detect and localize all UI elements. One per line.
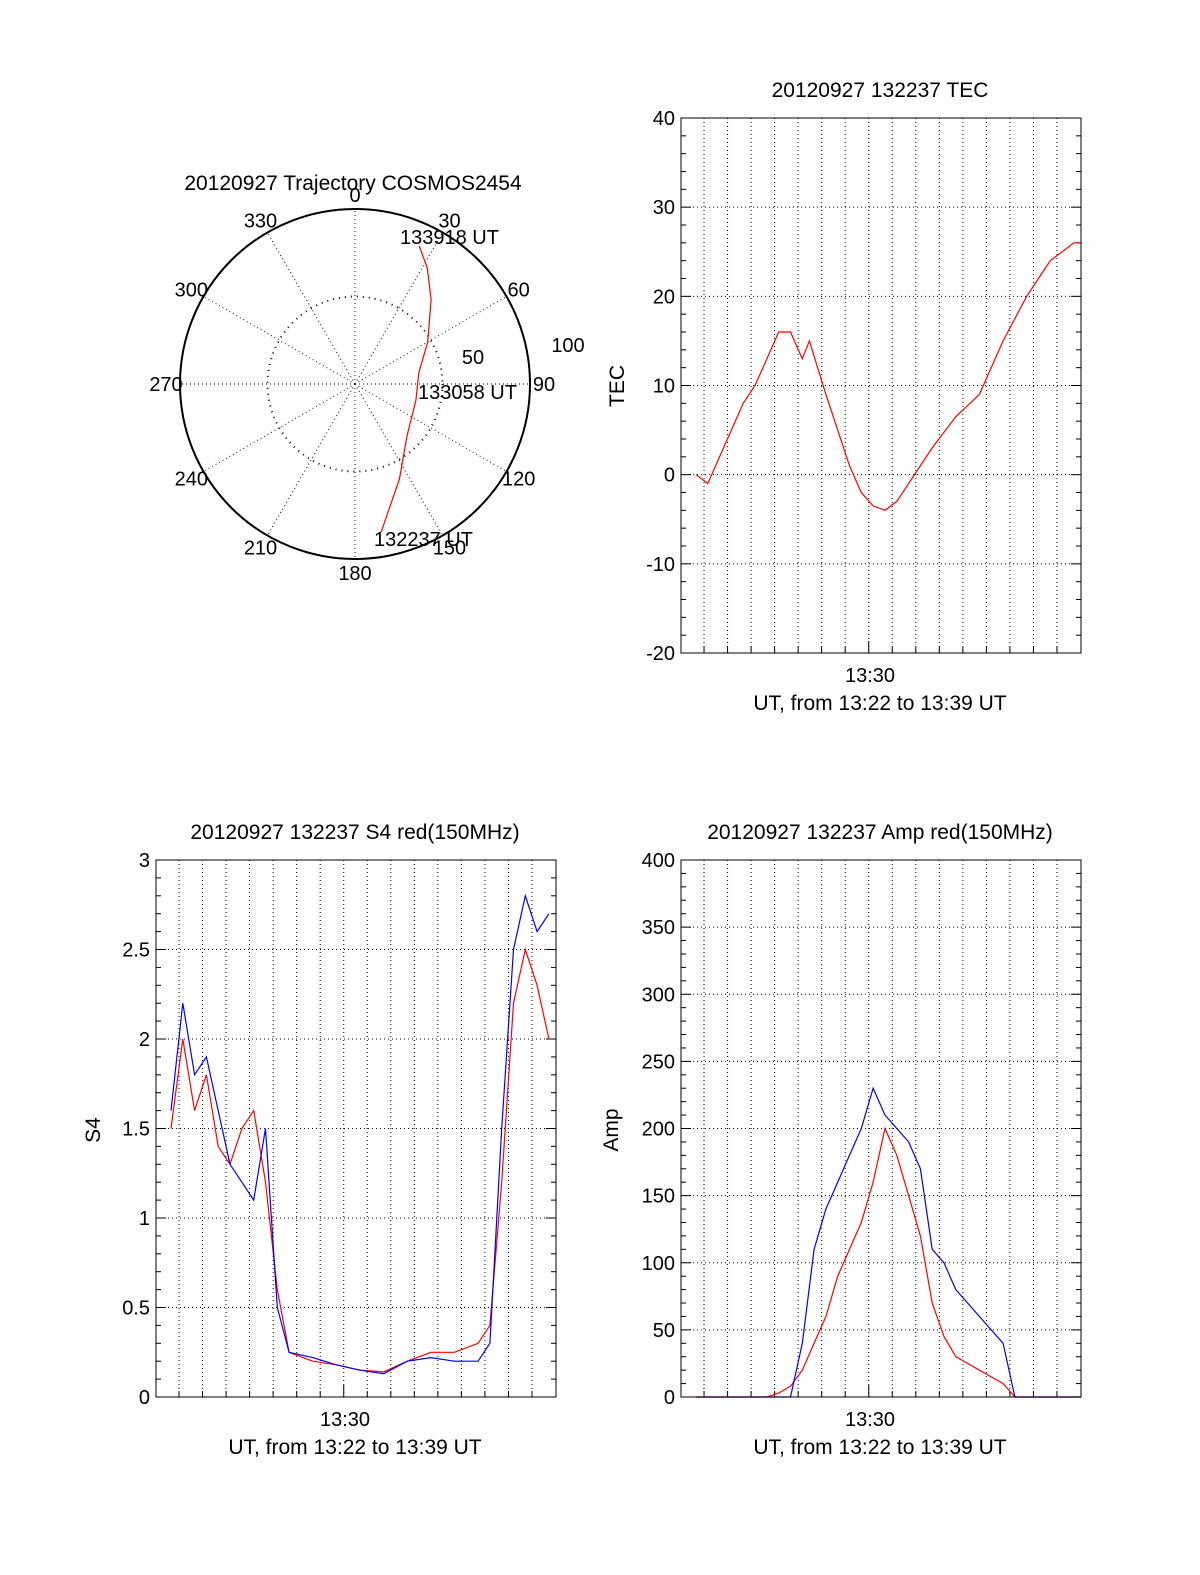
polar-azimuth-labels: 0 30 60 90 120 150 180 210 240 270 300 330: [149, 185, 555, 585]
tec-series-line: [695, 242, 1081, 511]
tec-y-tick-label: -10: [646, 554, 675, 576]
polar-azimuth-label: 0: [349, 185, 360, 207]
amp-x-axis-label: UT, from 13:22 to 13:39 UT: [753, 1436, 1006, 1459]
polar-radius-label: 50: [462, 347, 484, 369]
tec-plot: 20120927 132237 TEC -20 -10 0 10 20 30 40 13:3…: [606, 79, 1082, 715]
amp-y-tick-label: 50: [653, 1320, 675, 1342]
s4-blue-series-line: [170, 893, 550, 1375]
amp-blue-series-line: [696, 1086, 1081, 1398]
tec-x-tick-label: 13:30: [845, 665, 895, 687]
tec-y-tick-label: 40: [653, 108, 675, 130]
amp-y-tick-label: 100: [642, 1253, 675, 1275]
tec-y-tick-label: 10: [653, 376, 675, 398]
trajectory-track: [380, 245, 432, 533]
s4-y-tick-label: 3: [139, 850, 150, 872]
tec-y-tick-labels: -20 -10 0 10 20 30 40: [646, 108, 675, 665]
polar-spoke: [354, 232, 443, 385]
amp-y-tick-labels: 0 50 100 150 200 250 300 350 400: [642, 850, 675, 1409]
polar-azimuth-label: 30: [438, 210, 460, 232]
polar-spoke: [203, 296, 356, 385]
tec-y-tick-label: -20: [646, 643, 675, 665]
amp-grid: [681, 859, 1081, 1398]
s4-y-tick-label: 1: [139, 1208, 150, 1230]
tec-axes-frame: [680, 117, 1082, 654]
polar-spoke: [267, 383, 356, 536]
tec-y-tick-label: 30: [653, 197, 675, 219]
amp-red-series-line: [696, 1126, 1081, 1398]
tec-y-tick-label: 0: [664, 465, 675, 487]
amp-y-tick-label: 250: [642, 1051, 675, 1073]
amp-x-tick-label: 13:30: [845, 1409, 895, 1431]
polar-azimuth-label: 240: [175, 469, 208, 491]
trajectory-start-label: 132237 UT: [374, 529, 473, 551]
amp-y-tick-label: 350: [642, 917, 675, 939]
trajectory-end-label: 133918 UT: [400, 227, 499, 249]
trajectory-title: 20120927 Trajectory COSMOS2454: [184, 172, 522, 195]
s4-y-tick-label: 2: [139, 1029, 150, 1051]
tec-y-tick-label: 20: [653, 286, 675, 308]
polar-azimuth-label: 300: [175, 280, 208, 302]
amp-y-axis-label: Amp: [600, 1108, 623, 1151]
amp-title: 20120927 132237 Amp red(150MHz): [707, 821, 1053, 844]
polar-azimuth-label: 120: [502, 469, 535, 491]
polar-inner-ring: [266, 295, 444, 473]
amp-plot: 20120927 132237 Amp red(150MHz) 0 50 100 15…: [600, 821, 1082, 1459]
trajectory-mid-label: 133058 UT: [418, 382, 517, 404]
polar-outer-ring: [179, 208, 531, 560]
amp-y-tick-label: 0: [664, 1387, 675, 1409]
polar-spoke: [354, 383, 443, 536]
amp-y-tick-label: 300: [642, 984, 675, 1006]
s4-title: 20120927 132237 S4 red(150MHz): [190, 821, 519, 844]
s4-y-tick-label: 1.5: [122, 1119, 150, 1141]
amp-y-tick-label: 200: [642, 1119, 675, 1141]
amp-y-tick-label: 400: [642, 850, 675, 872]
polar-azimuth-label: 60: [508, 280, 530, 302]
s4-y-tick-label: 0: [139, 1387, 150, 1409]
s4-y-tick-labels: 0 0.5 1 1.5 2 2.5 3: [122, 850, 150, 1409]
tec-grid: [681, 117, 1081, 654]
tec-y-axis-label: TEC: [606, 365, 629, 407]
polar-spoke: [267, 232, 356, 385]
polar-azimuth-label: 150: [433, 538, 466, 560]
polar-azimuth-label: 90: [533, 374, 555, 396]
polar-azimuth-label: 180: [338, 563, 371, 585]
s4-x-tick-label: 13:30: [320, 1409, 370, 1431]
polar-azimuth-label: 210: [244, 538, 277, 560]
polar-azimuth-label: 330: [244, 210, 277, 232]
tec-x-axis-label: UT, from 13:22 to 13:39 UT: [753, 692, 1006, 715]
s4-y-tick-label: 2.5: [122, 940, 150, 962]
amp-axes-frame: [680, 859, 1082, 1398]
s4-plot: 20120927 132237 S4 red(150MHz) 0 0.5 1 1.5 2…: [82, 821, 557, 1459]
s4-y-tick-label: 0.5: [122, 1298, 150, 1320]
polar-radius-label: 100: [551, 335, 584, 357]
tec-title: 20120927 132237 TEC: [772, 79, 989, 102]
s4-axes-frame: [155, 859, 557, 1398]
s4-y-axis-label: S4: [82, 1117, 105, 1143]
trajectory-plot: 20120927 Trajectory COSMOS2454 0 30 60 90 12…: [149, 172, 584, 585]
polar-azimuth-label: 270: [149, 374, 182, 396]
amp-y-tick-label: 150: [642, 1186, 675, 1208]
s4-x-axis-label: UT, from 13:22 to 13:39 UT: [228, 1436, 481, 1459]
s4-grid: [156, 859, 556, 1398]
